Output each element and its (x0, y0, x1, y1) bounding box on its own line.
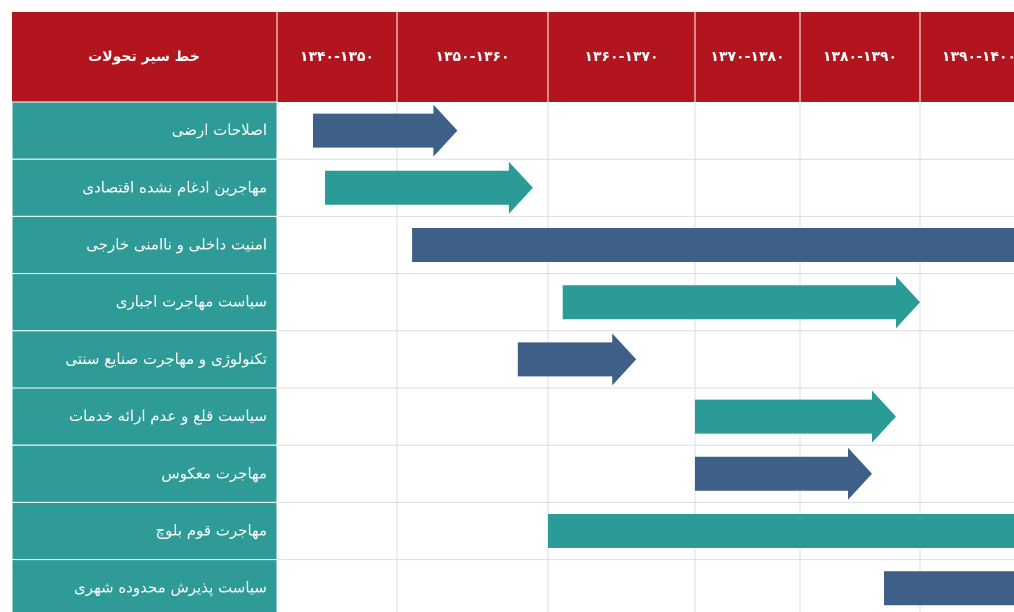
task-arrow (412, 219, 1014, 271)
row-label: مهاجرت قوم بلوچ (155, 522, 267, 541)
task-arrow (695, 391, 896, 443)
row-label: سیاست قلع و عدم ارائه خدمات (69, 407, 267, 425)
task-arrow (548, 505, 1014, 557)
period-label: ۱۳۹۰-۱۴۰۰ (942, 49, 1014, 65)
task-arrow (563, 276, 920, 328)
row-label: سیاست مهاجرت اجباری (116, 293, 267, 311)
row-label: سیاست پذیرش محدوده شهری (74, 579, 267, 598)
period-label: ۱۳۶۰-۱۳۷۰ (584, 49, 658, 65)
task-arrow (313, 105, 457, 157)
chart: خط سیر تحولات ۱۳۴۰-۱۳۵۰ ۱۳۵۰-۱۳۶۰ ۱۳۶۰-۱۳۷… (0, 0, 1014, 612)
period-label: ۱۳۵۰-۱۳۶۰ (435, 49, 509, 65)
task-arrow (695, 448, 872, 500)
task-arrow (518, 333, 636, 385)
task-arrow (884, 562, 1014, 612)
period-label: ۱۳۴۰-۱۳۵۰ (300, 49, 374, 65)
period-label: ۱۳۷۰-۱۳۸۰ (710, 49, 784, 65)
header-title: خط سیر تحولات (88, 49, 200, 65)
row-label: تکنولوژی و مهاجرت صنایع سنتی (65, 350, 267, 368)
row-label: مهاجرت معکوس (161, 464, 267, 482)
task-arrow (325, 162, 533, 214)
row-label: مهاجرین ادغام نشده اقتصادی (82, 178, 267, 196)
row-label: اصلاحات ارضی (172, 121, 267, 139)
row-label: امنیت داخلی و ناامنی خارجی (86, 236, 267, 254)
period-label: ۱۳۸۰-۱۳۹۰ (823, 49, 897, 65)
